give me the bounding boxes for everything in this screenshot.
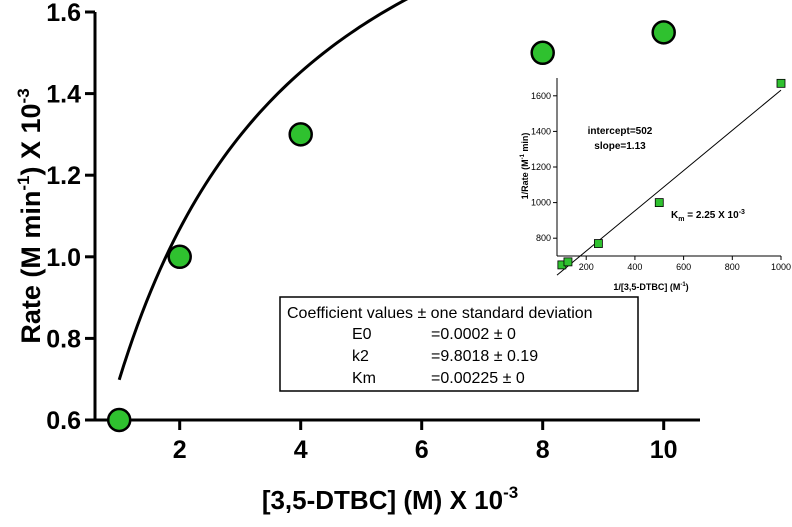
main-x-axis-label: [3,5-DTBC] (M) X 10-3 — [262, 483, 518, 515]
main-y-tick-label: 1.2 — [46, 162, 81, 190]
coefficient-value-k2: =9.8018 ± 0.19 — [431, 348, 538, 365]
inset-y-tick-label: 1200 — [531, 162, 551, 172]
main-y-tick-label: 1.4 — [46, 81, 81, 109]
inset-km-annotation: Km = 2.25 X 10-3 — [671, 209, 745, 223]
coefficient-name-km: Km — [352, 370, 376, 387]
inset-intercept-annotation: intercept=502 — [588, 126, 653, 137]
main-x-tick-label: 4 — [294, 436, 308, 464]
inset-x-tick-label: 1000 — [771, 262, 791, 272]
inset-data-point — [654, 198, 664, 208]
main-x-tick-label: 6 — [415, 436, 429, 464]
main-y-tick-label: 1.0 — [46, 244, 81, 272]
main-y-tick-label: 1.6 — [46, 0, 81, 27]
inset-y-tick-label: 1400 — [531, 126, 551, 136]
main-data-point — [651, 20, 676, 45]
main-fit-curve — [117, 0, 409, 381]
coefficient-box-header: Coefficient values ± one standard deviat… — [287, 305, 593, 322]
inset-x-tick-label: 800 — [725, 262, 740, 272]
main-y-axis-label: Rate (M min-1) X 10-3 — [14, 88, 46, 343]
main-x-tick-label: 8 — [536, 436, 550, 464]
coefficient-box-frame — [279, 296, 639, 392]
coefficient-box: Coefficient values ± one standard deviat… — [279, 296, 639, 392]
main-data-point — [106, 407, 132, 433]
main-y-tick-label: 0.8 — [46, 325, 81, 353]
inset-x-axis-label: 1/[3,5-DTBC] (M-1) — [613, 282, 688, 292]
inset-data-point — [776, 78, 786, 88]
main-plot: 0.6 0.8 1.0 1.2 1.4 1.6 2 4 6 8 10 Rate (M min-1)… — [14, 0, 700, 515]
inset-x-tick-label: 400 — [627, 262, 642, 272]
main-y-tick-label: 0.6 — [46, 407, 81, 435]
inset-data-point — [563, 257, 573, 267]
inset-background — [525, 72, 783, 260]
inset-plot: 800 1000 1200 1400 1600 200 400 600 800 1000 1/R… — [520, 72, 791, 292]
main-data-point — [288, 122, 313, 147]
coefficient-name-e0: E0 — [352, 326, 372, 343]
inset-x-tick-label: 200 — [579, 262, 594, 272]
inset-slope-annotation: slope=1.13 — [594, 141, 646, 152]
inset-x-tick-label: 600 — [676, 262, 691, 272]
main-data-point — [167, 244, 192, 270]
inset-y-axis-label: 1/Rate (M-1 min) — [520, 133, 530, 200]
coefficient-value-e0: =0.0002 ± 0 — [431, 326, 516, 343]
main-x-tick-label: 10 — [650, 436, 678, 464]
inset-y-tick-label: 1000 — [531, 198, 551, 208]
inset-data-point — [593, 239, 603, 248]
inset-y-tick-label: 1600 — [531, 91, 551, 101]
coefficient-value-km: =0.00225 ± 0 — [431, 370, 525, 387]
inset-y-tick-label: 800 — [536, 233, 551, 243]
coefficient-name-k2: k2 — [352, 348, 369, 365]
main-x-tick-label: 2 — [173, 436, 187, 464]
main-data-point — [530, 40, 555, 66]
